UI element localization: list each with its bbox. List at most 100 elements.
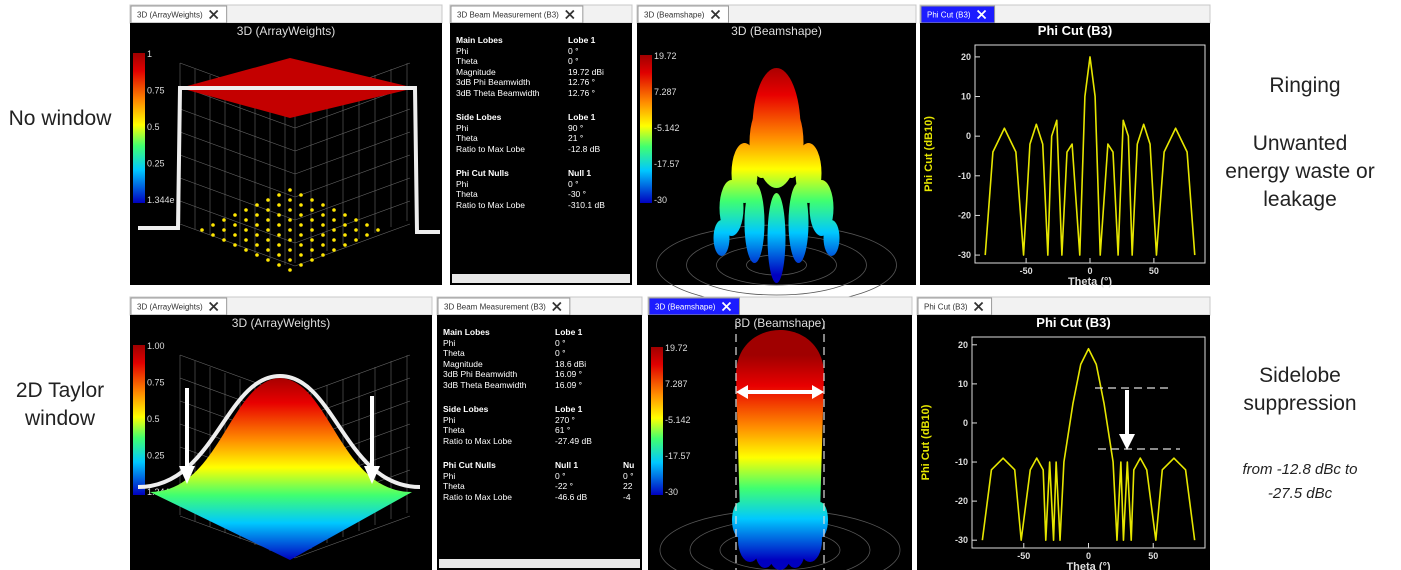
measurement-cell: -4 bbox=[623, 491, 631, 502]
colorbar-label: 1.344e bbox=[147, 195, 175, 205]
measurement-row: Phi 0 ° bbox=[450, 179, 632, 190]
grid-3d bbox=[179, 154, 296, 198]
tab-label: 3D Beam Measurement (B3) bbox=[457, 11, 559, 20]
element-dot bbox=[222, 238, 226, 242]
measurement-cell: 0 ° bbox=[568, 56, 579, 66]
element-dot bbox=[211, 233, 215, 237]
measurement-row: 3dB Phi Beamwidth 16.09 ° bbox=[437, 369, 642, 380]
element-dot bbox=[288, 228, 292, 232]
measurement-cell: -22 ° bbox=[555, 481, 574, 491]
measurement-cell: Theta bbox=[456, 56, 478, 66]
y-tick-label: 20 bbox=[961, 52, 971, 62]
measurement-cell: 3dB Theta Beamwidth bbox=[456, 87, 540, 98]
element-dot bbox=[288, 188, 292, 192]
viewport bbox=[920, 23, 1210, 285]
colorbar-label: -5.142 bbox=[665, 415, 691, 425]
measurement-cell: Nu bbox=[623, 460, 635, 470]
element-dot bbox=[255, 243, 259, 247]
element-dot bbox=[244, 248, 248, 252]
measurement-cell: Theta bbox=[443, 481, 465, 491]
element-dot bbox=[211, 223, 215, 227]
measurement-cell: Theta bbox=[443, 348, 465, 358]
measurement-row: Main Lobes Lobe 1 bbox=[437, 327, 642, 338]
measurement-cell: 0 ° bbox=[568, 178, 579, 189]
measurement-row: Theta 21 ° bbox=[450, 133, 632, 144]
element-dot bbox=[277, 243, 281, 247]
panel-title: 3D (Beamshape) bbox=[735, 316, 826, 330]
measurement-cell: Ratio to Max Lobe bbox=[456, 199, 525, 210]
element-dot bbox=[321, 243, 325, 247]
measurement-cell: Null 1 bbox=[568, 168, 592, 178]
measurement-cell: Lobe 1 bbox=[555, 404, 583, 414]
element-dot bbox=[277, 193, 281, 197]
measurement-cell: Theta bbox=[456, 189, 478, 199]
colorbar bbox=[640, 55, 652, 203]
colorbar-label: 7.287 bbox=[654, 87, 677, 97]
element-dot bbox=[277, 213, 281, 217]
element-dot bbox=[255, 253, 259, 257]
grid-3d bbox=[294, 223, 411, 267]
element-dot bbox=[244, 208, 248, 212]
element-dot bbox=[343, 213, 347, 217]
element-dot bbox=[332, 218, 336, 222]
measurement-cell: Phi bbox=[443, 337, 456, 348]
measurement-row: Side Lobes Lobe 1 bbox=[450, 112, 632, 123]
measurement-cell: Phi Cut Nulls bbox=[456, 168, 509, 178]
viewport bbox=[917, 315, 1210, 570]
element-dot bbox=[233, 243, 237, 247]
grid-3d bbox=[294, 200, 411, 244]
element-dot bbox=[277, 253, 281, 257]
panel-title: 3D (ArrayWeights) bbox=[232, 316, 330, 330]
tab-label: Phi Cut (B3) bbox=[927, 11, 971, 20]
measurement-row: Main Lobes Lobe 1 bbox=[450, 35, 632, 46]
lobe bbox=[767, 193, 786, 283]
tab-label: 3D (ArrayWeights) bbox=[137, 303, 203, 312]
element-dot bbox=[321, 253, 325, 257]
element-dot bbox=[266, 258, 270, 262]
measurement-cell: Ratio to Max Lobe bbox=[443, 435, 512, 446]
element-dot bbox=[244, 228, 248, 232]
element-dot bbox=[266, 208, 270, 212]
measurement-row: Phi 0 ° 0 ° bbox=[437, 471, 642, 482]
measurement-cell: Side Lobes bbox=[443, 404, 489, 414]
colorbar-label: -5.142 bbox=[654, 123, 680, 133]
element-dot bbox=[343, 243, 347, 247]
y-tick-label: 0 bbox=[966, 131, 971, 141]
measurement-row: Phi 270 ° bbox=[437, 415, 642, 426]
x-tick-label: 50 bbox=[1149, 266, 1159, 276]
measurement-row: Magnitude 19.72 dBi bbox=[450, 67, 632, 78]
x-axis-label: Theta (°) bbox=[1066, 561, 1110, 570]
chart-title: Phi Cut (B3) bbox=[1036, 315, 1110, 330]
element-dot bbox=[266, 248, 270, 252]
main-lobe bbox=[752, 68, 801, 188]
measurement-row: Ratio to Max Lobe -12.8 dB bbox=[450, 144, 632, 155]
grid-3d bbox=[179, 131, 296, 175]
measurement-row: Phi Cut Nulls Null 1 bbox=[450, 168, 632, 179]
element-dot bbox=[233, 233, 237, 237]
measurement-cell: Main Lobes bbox=[443, 327, 490, 337]
element-dot bbox=[299, 243, 303, 247]
element-dot bbox=[354, 218, 358, 222]
measurement-cell: Null 1 bbox=[555, 460, 579, 470]
colorbar-label: -17.57 bbox=[654, 159, 680, 169]
y-axis-label: Phi Cut (dB10) bbox=[920, 404, 932, 480]
measurement-cell: 16.09 ° bbox=[555, 379, 583, 390]
element-dot bbox=[321, 213, 325, 217]
measurement-cell: 18.6 dBi bbox=[555, 358, 587, 369]
beam-scene bbox=[656, 68, 897, 306]
measurement-cell: Ratio to Max Lobe bbox=[443, 491, 512, 502]
element-dot bbox=[288, 208, 292, 212]
element-dot bbox=[365, 223, 369, 227]
measurement-cell: Theta bbox=[443, 425, 465, 435]
element-dot bbox=[288, 258, 292, 262]
element-dot bbox=[310, 228, 314, 232]
x-tick-label: -50 bbox=[1017, 551, 1030, 561]
element-dot bbox=[233, 213, 237, 217]
measurement-cell: Phi bbox=[456, 122, 469, 133]
y-tick-label: -20 bbox=[958, 210, 971, 220]
measurement-cell: Phi bbox=[456, 178, 469, 189]
colorbar-label: 0.5 bbox=[147, 122, 160, 132]
element-dot bbox=[310, 218, 314, 222]
measurement-row: Ratio to Max Lobe -27.49 dB bbox=[437, 436, 642, 447]
